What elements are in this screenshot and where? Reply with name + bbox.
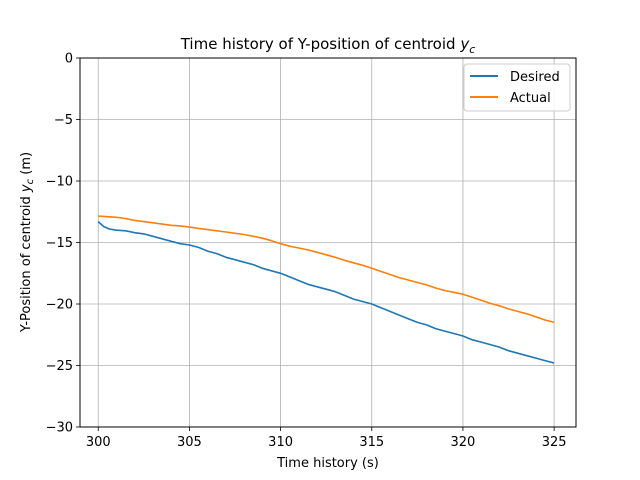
x-tick-label: 315 [359, 435, 384, 450]
y-tick-label: −30 [46, 421, 73, 436]
legend: Desired Actual [463, 63, 571, 112]
y-tick-label: −20 [46, 298, 73, 313]
y-tick-label: −15 [46, 236, 73, 251]
series-lines [97, 215, 555, 364]
y-tick-label: −10 [46, 175, 73, 190]
x-axis-ticks: 300 305 310 315 320 325 [86, 427, 567, 450]
grid-lines [80, 57, 576, 428]
y-axis-ticks: 0 −5 −10 −15 −20 −25 −30 [46, 52, 80, 436]
x-tick-label: 320 [451, 435, 476, 450]
x-tick-label: 325 [542, 435, 567, 450]
y-tick-label: −5 [54, 113, 73, 128]
y-tick-label: 0 [65, 52, 73, 67]
x-axis-label: Time history (s) [276, 456, 379, 471]
series-line-actual [98, 215, 555, 324]
x-tick-label: 310 [268, 435, 293, 450]
x-tick-label: 300 [86, 435, 111, 450]
y-axis-label: Y-Position of centroid yc (m) [19, 152, 36, 333]
y-tick-label: −25 [46, 359, 73, 374]
x-tick-label: 305 [177, 435, 202, 450]
series-line-desired [97, 221, 555, 364]
legend-label-actual: Actual [510, 91, 551, 106]
legend-label-desired: Desired [510, 70, 560, 85]
chart-title: Time history of Y-position of centroid y… [180, 35, 476, 56]
